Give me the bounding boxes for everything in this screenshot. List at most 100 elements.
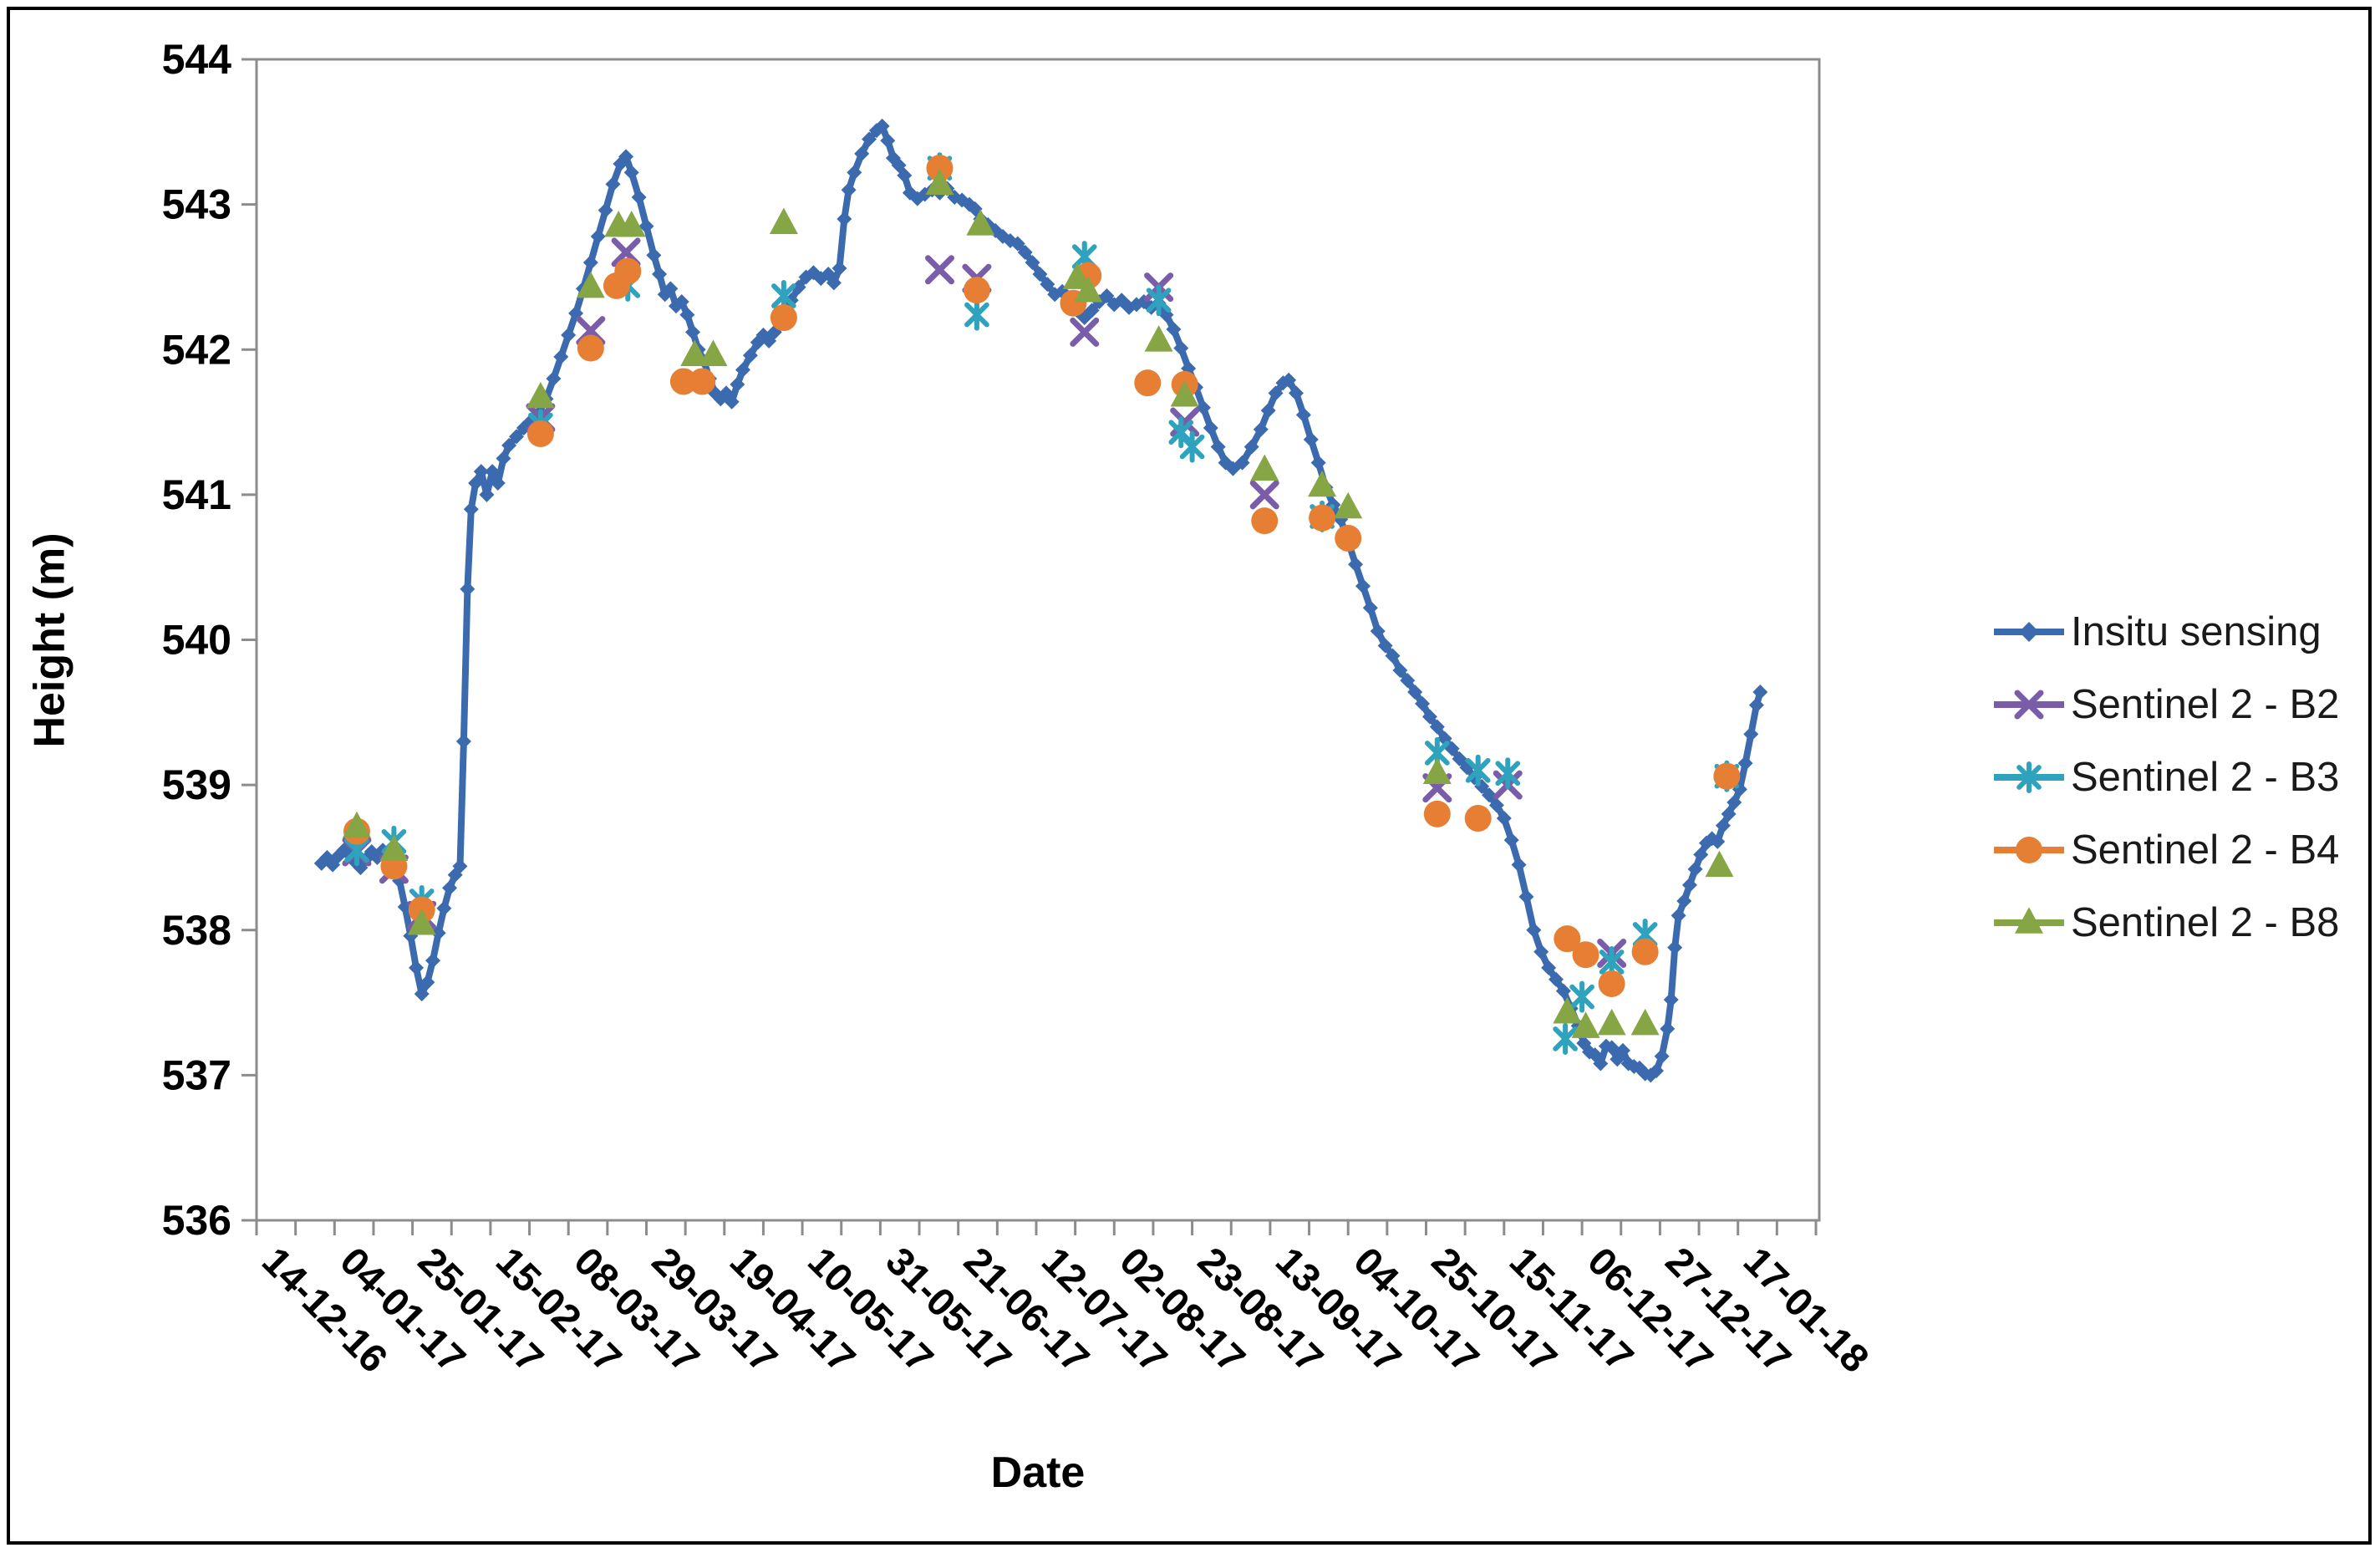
- diamond-marker: [1295, 407, 1311, 423]
- diamond-marker: [1710, 833, 1726, 849]
- triangle-marker: [680, 339, 709, 366]
- triangle-marker: [1630, 1008, 1660, 1036]
- y-tick-label: 537: [162, 1051, 231, 1098]
- triangle-marker: [617, 210, 646, 237]
- circle-marker: [2016, 836, 2042, 863]
- y-tick-label: 538: [162, 907, 231, 954]
- triangle-marker: [1074, 276, 1103, 303]
- diamond-marker: [1748, 697, 1764, 713]
- diamond-marker: [425, 953, 441, 969]
- diamond-marker: [436, 900, 452, 916]
- diamond-marker: [897, 167, 913, 183]
- asterisk-marker: [1553, 1022, 1578, 1055]
- circle-marker: [577, 334, 604, 362]
- diamond-marker: [1671, 908, 1686, 924]
- diamond-marker: [582, 255, 598, 271]
- diamond-marker: [561, 327, 577, 343]
- diamond-marker: [1593, 1056, 1609, 1072]
- triangle-marker: [1705, 850, 1734, 878]
- asterisk-marker: [1146, 284, 1172, 317]
- y-tick-label: 543: [162, 181, 231, 228]
- asterisk-marker: [1569, 980, 1594, 1013]
- circle-marker: [526, 420, 554, 447]
- diamond-marker: [1541, 960, 1557, 975]
- diamond-marker: [2019, 621, 2039, 642]
- diamond-marker: [460, 581, 475, 597]
- triangle-marker-icon: [1994, 906, 2064, 934]
- triangle-marker: [1308, 470, 1337, 497]
- diamond-marker: [485, 464, 501, 480]
- diamond-marker: [501, 437, 517, 453]
- triangle-marker: [925, 168, 954, 196]
- diamond-marker: [452, 858, 468, 874]
- diamond-marker: [1017, 244, 1033, 260]
- diamond-marker: [742, 348, 758, 364]
- diamond-marker: [1281, 372, 1297, 388]
- diamond-marker: [854, 145, 870, 161]
- diamond-marker: [1721, 806, 1737, 822]
- diamond-marker: [674, 293, 689, 309]
- diamond-marker: [1385, 648, 1401, 664]
- diamond-marker: [1654, 1048, 1670, 1064]
- circle-marker: [689, 368, 716, 395]
- x-marker: [1070, 317, 1100, 347]
- triangle-marker: [699, 339, 728, 366]
- diamond-marker: [663, 281, 679, 297]
- circle-marker: [1251, 507, 1279, 535]
- diamond-marker: [364, 843, 379, 859]
- diamond-marker: [1615, 1042, 1630, 1058]
- diamond-marker: [479, 486, 495, 502]
- circle-marker: [770, 304, 797, 332]
- diamond-marker: [1752, 685, 1768, 700]
- diamond-marker: [1303, 431, 1319, 447]
- legend-glyph: [2016, 836, 2042, 863]
- triangle-marker: [379, 834, 409, 862]
- diamond-marker: [1676, 894, 1692, 909]
- triangle-marker: [342, 811, 371, 838]
- diamond-marker: [1407, 685, 1423, 700]
- diamond-marker: [1210, 439, 1226, 455]
- diamond-marker: [646, 247, 662, 263]
- legend-item-sentinel2-b4: Sentinel 2 - B4: [1992, 813, 2339, 886]
- diamond-marker: [1687, 861, 1703, 877]
- series-insitu-sensing: [313, 118, 1768, 1083]
- legend-item-sentinel2-b2: Sentinel 2 - B2: [1992, 668, 2339, 741]
- asterisk-marker-icon: [1994, 761, 2064, 793]
- diamond-marker: [1503, 832, 1519, 848]
- diamond-marker: [1040, 277, 1055, 293]
- diamond-marker: [1727, 794, 1742, 810]
- diamond-marker: [735, 362, 751, 378]
- y-axis-title: Height (m): [8, 59, 92, 1220]
- circle-marker: [614, 257, 642, 285]
- x-marker: [2014, 690, 2044, 719]
- diamond-marker: [1549, 971, 1564, 987]
- circle-marker: [1423, 800, 1451, 827]
- diamond-marker: [841, 182, 857, 198]
- diamond-marker: [468, 475, 484, 491]
- diamond-marker: [724, 394, 740, 410]
- diamond-marker: [1310, 455, 1326, 471]
- diamond-marker: [1099, 288, 1115, 304]
- diamond-marker: [1084, 303, 1100, 318]
- diamond-marker: [1452, 751, 1467, 766]
- circle-marker: [926, 155, 954, 182]
- triangle-marker: [407, 909, 436, 935]
- diamond-marker: [623, 165, 639, 181]
- diamond-marker: [330, 848, 346, 864]
- diamond-marker: [546, 370, 562, 386]
- diamond-marker: [455, 734, 471, 750]
- diamond-marker: [685, 324, 701, 340]
- asterisk-marker: [1495, 757, 1521, 790]
- legend-label: Sentinel 2 - B8: [2071, 899, 2340, 945]
- triangle-marker: [1597, 1008, 1626, 1036]
- diamond-marker: [1009, 236, 1025, 252]
- diamond-marker: [730, 376, 745, 392]
- y-tick-label: 541: [162, 471, 231, 518]
- diamond-marker: [598, 202, 613, 218]
- circle-marker: [1134, 369, 1162, 397]
- diamond-marker: [1370, 624, 1386, 639]
- series-sentinel-2-b2: [342, 237, 1627, 969]
- diamond-marker: [1429, 719, 1445, 735]
- circle-marker: [1309, 504, 1336, 532]
- legend-label: Sentinel 2 - B4: [2071, 827, 2340, 873]
